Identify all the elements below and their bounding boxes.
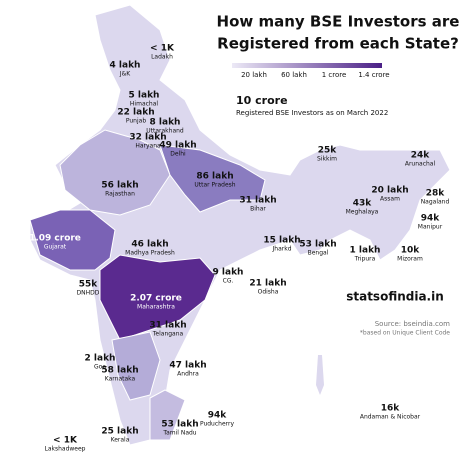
state-value: 2 lakh bbox=[85, 354, 116, 364]
state-value: 32 lakh bbox=[129, 133, 166, 143]
state-name: Uttar Pradesh bbox=[194, 182, 235, 189]
state-value: 1.09 crore bbox=[29, 234, 81, 244]
state-value: < 1K bbox=[53, 436, 78, 446]
state-value: 94k bbox=[421, 214, 441, 224]
state-value: 86 lakh bbox=[196, 172, 233, 182]
source: Source: bseindia.com bbox=[375, 320, 450, 328]
legend-label: 60 lakh bbox=[281, 71, 307, 79]
state-name: Punjab bbox=[126, 118, 146, 125]
legend-bar bbox=[232, 63, 382, 68]
state-value: 9 lakh bbox=[213, 268, 244, 278]
state-value: 21 lakh bbox=[249, 279, 286, 289]
state-value: 46 lakh bbox=[131, 240, 168, 250]
state-name: Assam bbox=[380, 196, 400, 203]
state-value: 25k bbox=[318, 146, 338, 156]
state-name: Manipur bbox=[418, 224, 443, 231]
state-name: Sikkim bbox=[317, 156, 337, 163]
state-name: DNHDD bbox=[77, 290, 100, 297]
title: How many BSE Investors are bbox=[217, 13, 460, 31]
state-name: Maharashtra bbox=[137, 304, 175, 311]
brand: statsofindia.in bbox=[346, 290, 444, 304]
state-value: 53 lakh bbox=[161, 420, 198, 430]
state-value: 47 lakh bbox=[169, 361, 206, 371]
state-value: 58 lakh bbox=[101, 366, 138, 376]
state-value: 31 lakh bbox=[239, 196, 276, 206]
state-name: Goa bbox=[94, 364, 106, 371]
state-value: 24k bbox=[411, 151, 431, 161]
state-name: Ladakh bbox=[151, 54, 173, 61]
state-name: Kerala bbox=[111, 437, 130, 444]
state-value: 43k bbox=[353, 199, 373, 209]
state-name: Andhra bbox=[177, 371, 199, 378]
state-value: 8 lakh bbox=[150, 118, 181, 128]
state-name: Tripura bbox=[354, 256, 376, 263]
state-name: Jharkd bbox=[272, 246, 292, 253]
state-name: Telangana bbox=[152, 331, 184, 338]
state-name: Nagaland bbox=[421, 199, 450, 206]
state-name: Delhi bbox=[170, 151, 186, 158]
state-name: CG. bbox=[223, 278, 234, 285]
subtitle: Registered BSE Investors as on March 202… bbox=[236, 109, 388, 117]
state-name: Andaman & Nicobar bbox=[360, 414, 421, 421]
state-name: Bengal bbox=[308, 250, 329, 257]
state-name: Himachal bbox=[130, 101, 158, 108]
state-name: Odisha bbox=[258, 289, 279, 296]
state-name: Lakshadweep bbox=[44, 446, 85, 453]
gujarat bbox=[29, 209, 116, 271]
state-value: 16k bbox=[381, 404, 401, 414]
state-value: 28k bbox=[426, 189, 446, 199]
state-value: 31 lakh bbox=[149, 321, 186, 331]
note: *based on Unique Client Code bbox=[360, 330, 450, 337]
state-name: Uttarakhand bbox=[146, 128, 184, 135]
state-value: 4 lakh bbox=[110, 61, 141, 71]
state-name: Rajasthan bbox=[105, 191, 135, 198]
uttar-pradesh bbox=[159, 144, 266, 213]
state-value: 22 lakh bbox=[117, 108, 154, 118]
state-value: 10k bbox=[401, 246, 421, 256]
state-name: Mizoram bbox=[397, 256, 423, 263]
legend-label: 1 crore bbox=[322, 71, 347, 79]
title: Registered from each State? bbox=[217, 35, 459, 53]
state-value: 56 lakh bbox=[101, 181, 138, 191]
state-name: Haryana bbox=[135, 143, 161, 150]
andaman bbox=[316, 355, 324, 395]
karnataka bbox=[111, 331, 161, 401]
state-value: 1 lakh bbox=[350, 246, 381, 256]
state-name: Bihar bbox=[250, 206, 266, 213]
state-name: Karnataka bbox=[105, 376, 136, 383]
state-name: Puducherry bbox=[200, 421, 235, 428]
state-name: J&K bbox=[119, 71, 131, 78]
maharashtra bbox=[99, 254, 216, 341]
state-value: 53 lakh bbox=[299, 240, 336, 250]
state-value: < 1K bbox=[150, 44, 175, 54]
state-value: 49 lakh bbox=[159, 141, 196, 151]
state-name: Meghalaya bbox=[346, 209, 379, 216]
state-name: Tamil Nadu bbox=[162, 430, 196, 437]
state-value: 25 lakh bbox=[101, 427, 138, 437]
state-value: 15 lakh bbox=[263, 236, 300, 246]
tamil-nadu bbox=[149, 389, 186, 441]
state-value: 2.07 crore bbox=[130, 294, 182, 304]
state-name: Madhya Pradesh bbox=[125, 250, 175, 257]
headline: 10 crore bbox=[236, 94, 288, 107]
state-name: Arunachal bbox=[405, 161, 436, 168]
state-name: Gujarat bbox=[44, 244, 67, 251]
state-value: 94k bbox=[208, 411, 228, 421]
state-value: 5 lakh bbox=[129, 91, 160, 101]
state-value: 55k bbox=[79, 280, 99, 290]
state-value: 20 lakh bbox=[371, 186, 408, 196]
legend-label: 1.4 crore bbox=[358, 71, 389, 79]
legend-label: 20 lakh bbox=[241, 71, 267, 79]
